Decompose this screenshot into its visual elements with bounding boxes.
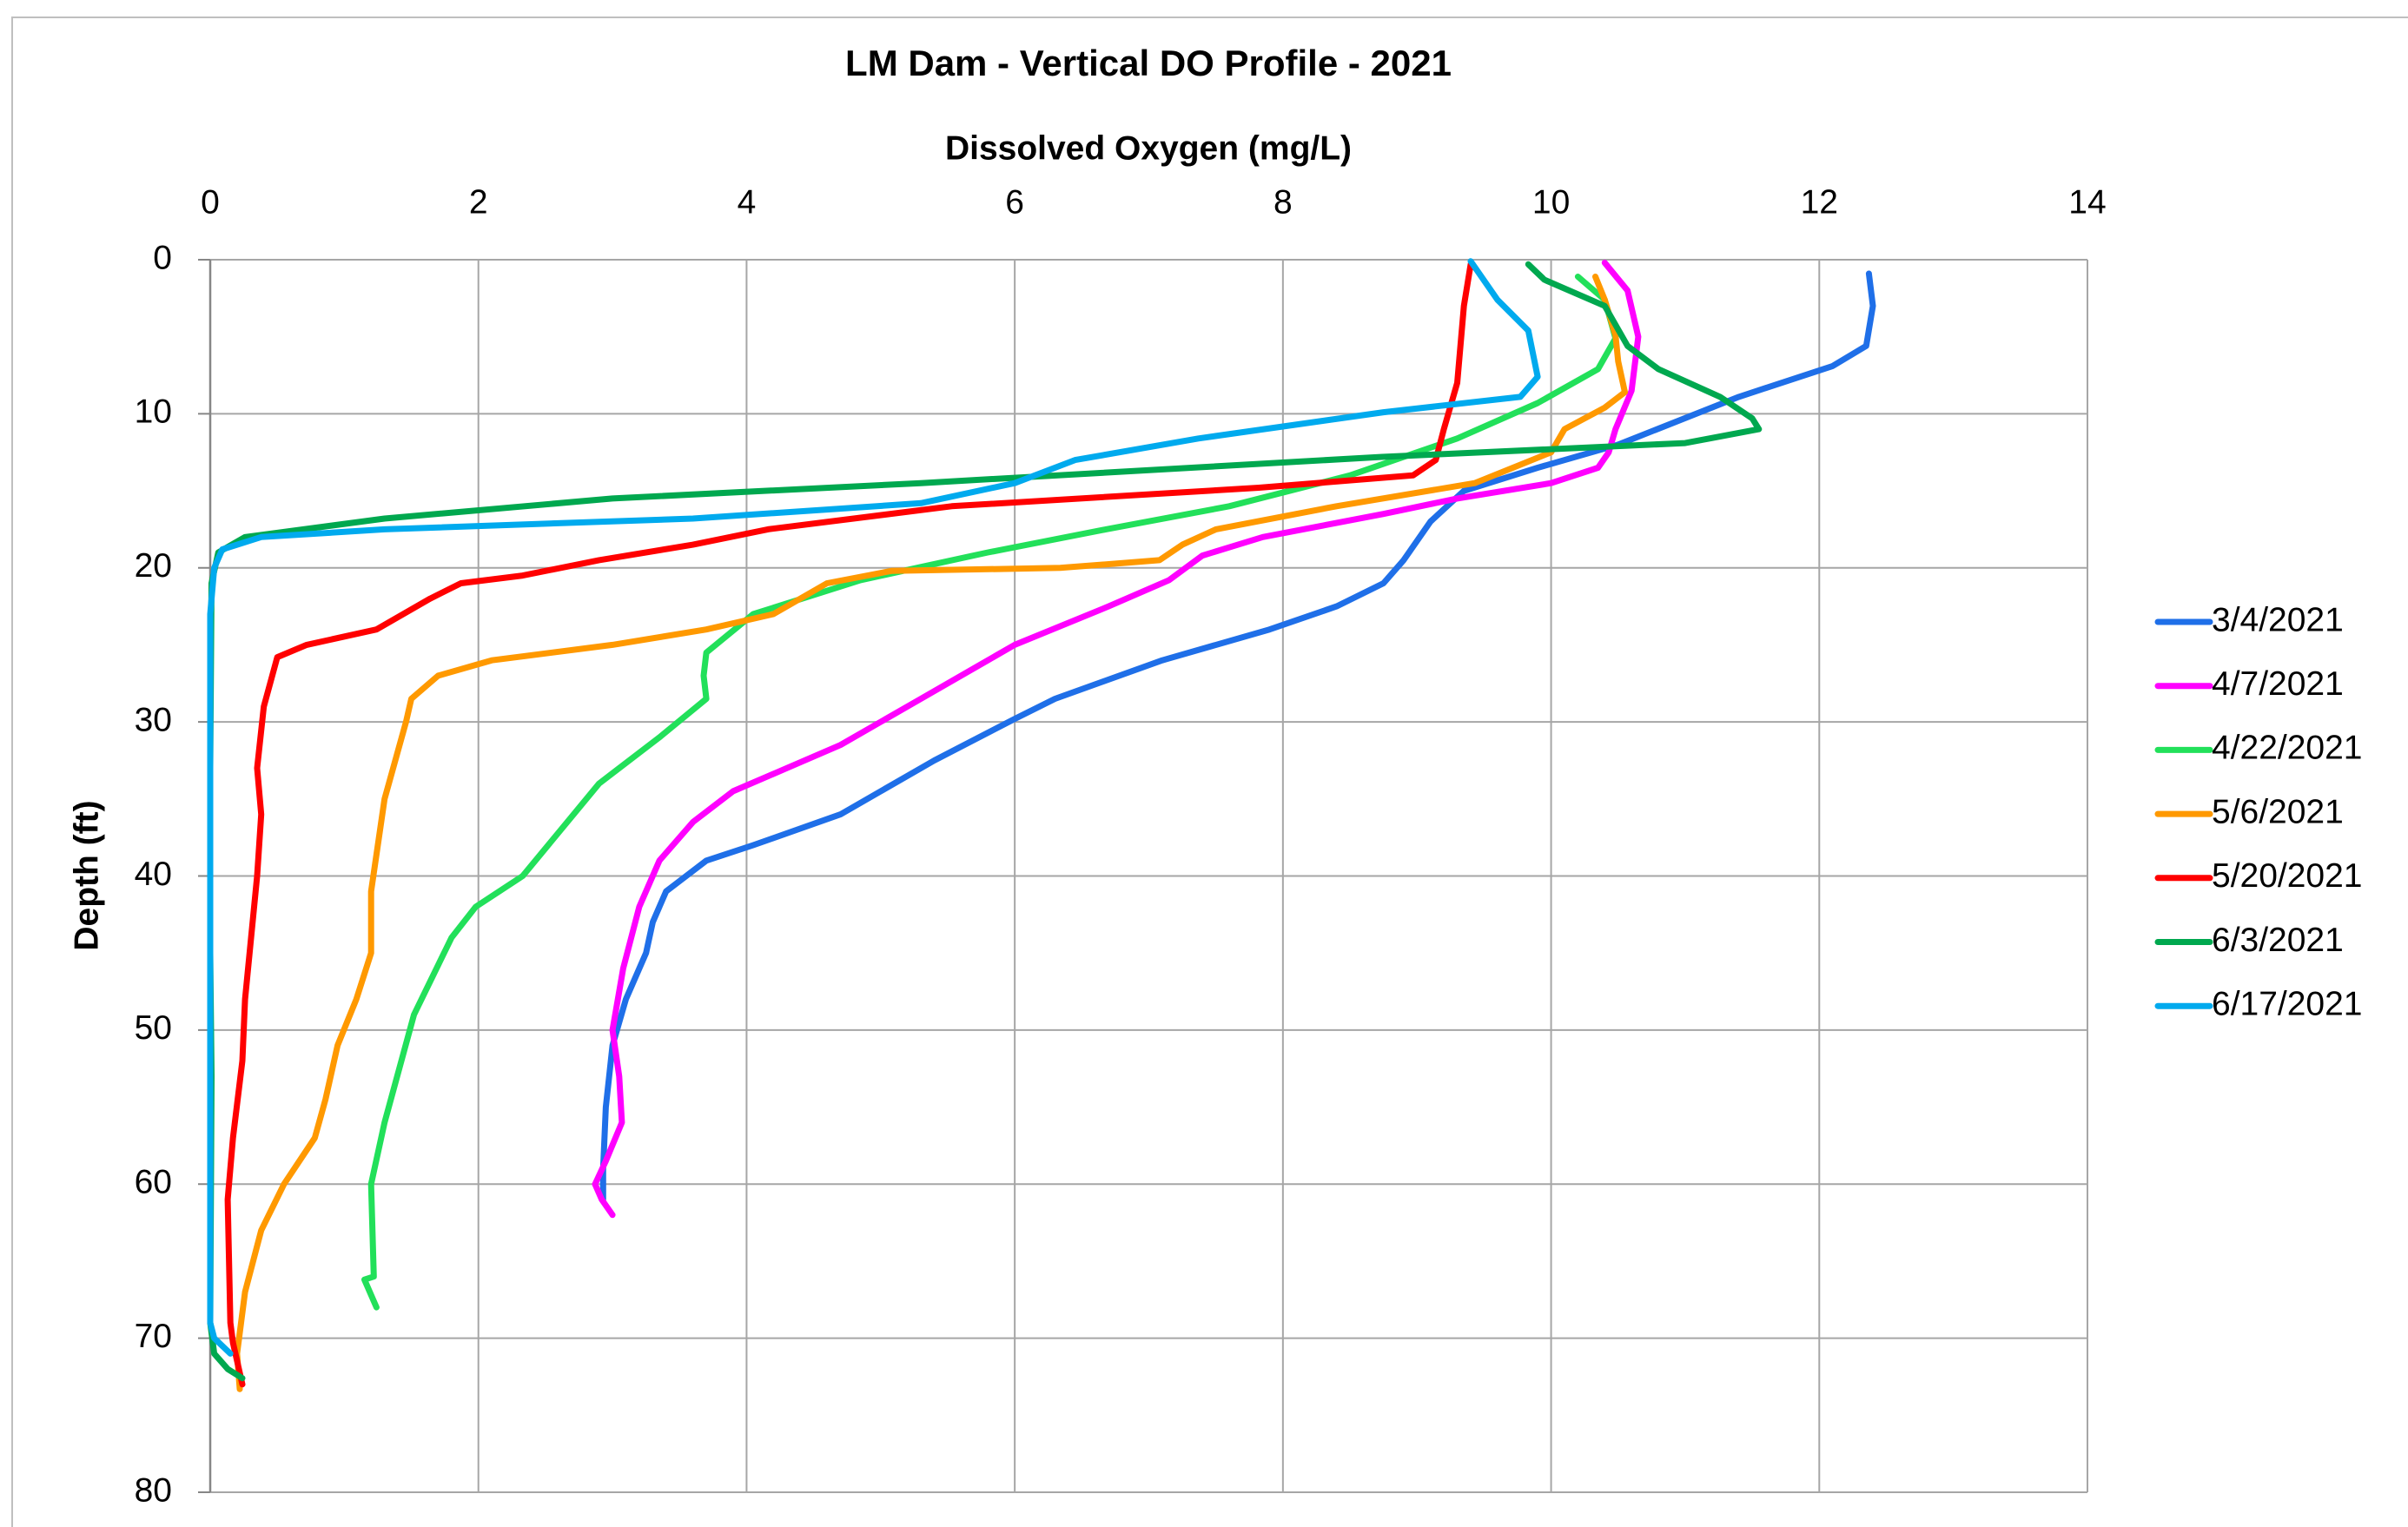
x-axis-title: Dissolved Oxygen (mg/L) (945, 129, 1352, 167)
y-tick-label: 70 (135, 1318, 172, 1355)
y-tick-label: 40 (135, 856, 172, 893)
y-tick-label: 0 (153, 239, 172, 276)
legend-label: 5/6/2021 (2212, 793, 2344, 830)
y-tick-label: 50 (135, 1009, 172, 1047)
y-tick-label: 20 (135, 547, 172, 585)
x-tick-label: 12 (1801, 183, 1838, 221)
y-tick-label: 60 (135, 1164, 172, 1201)
x-tick-label: 8 (1273, 183, 1293, 221)
x-tick-label: 2 (469, 183, 488, 221)
y-tick-label: 30 (135, 701, 172, 738)
x-tick-label: 6 (1005, 183, 1024, 221)
y-tick-label: 80 (135, 1471, 172, 1509)
chart-border (11, 17, 2408, 1527)
series-line (599, 270, 1876, 1203)
chart-title: LM Dam - Vertical DO Profile - 2021 (845, 43, 1452, 83)
legend-label: 5/20/2021 (2212, 857, 2363, 895)
series-line (207, 258, 1541, 1357)
series-line (234, 274, 1628, 1392)
x-tick-label: 0 (201, 183, 220, 221)
y-axis-title: Depth (ft) (68, 800, 105, 950)
x-tick-label: 10 (1532, 183, 1570, 221)
legend-label: 6/3/2021 (2212, 922, 2344, 959)
legend-label: 4/7/2021 (2212, 665, 2344, 703)
series-line (224, 261, 1474, 1388)
x-tick-label: 4 (738, 183, 757, 221)
legend-label: 4/22/2021 (2212, 730, 2363, 767)
legend-label: 3/4/2021 (2212, 601, 2344, 638)
series-line (361, 274, 1619, 1311)
y-tick-label: 10 (135, 393, 172, 431)
legend-label: 6/17/2021 (2212, 985, 2363, 1022)
x-tick-label: 14 (2068, 183, 2106, 221)
